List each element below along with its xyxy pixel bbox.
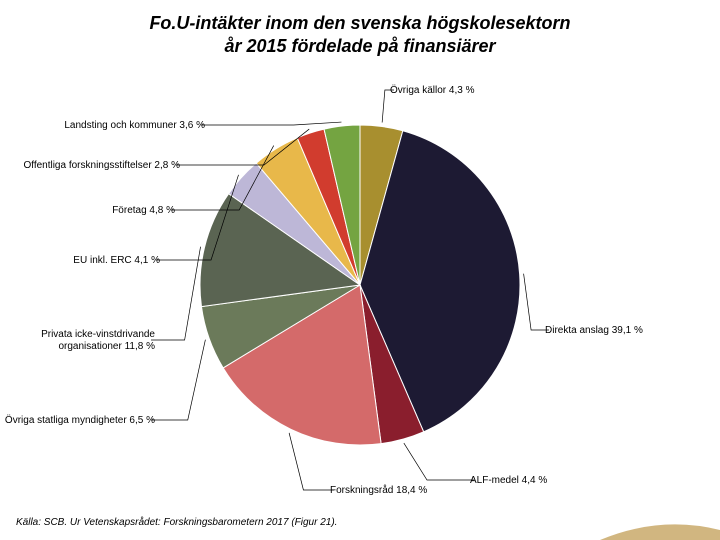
pie-chart: Övriga källor 4,3 % Direkta anslag 39,1 %… bbox=[0, 70, 720, 500]
label-alf_medel: ALF-medel 4,4 % bbox=[470, 475, 547, 486]
label-landsting: Landsting och kommuner 3,6 % bbox=[64, 120, 205, 131]
leader-landsting bbox=[201, 122, 341, 125]
title-line-2: år 2015 fördelade på finansiärer bbox=[224, 36, 495, 56]
label-offentliga_fs: Offentliga forskningsstiftelser 2,8 % bbox=[23, 160, 180, 171]
source-citation: Källa: SCB. Ur Vetenskapsrådet: Forsknin… bbox=[16, 517, 337, 528]
label-privata_icke: Privata icke-vinstdrivandeorganisationer… bbox=[41, 329, 155, 352]
footer-swoosh bbox=[600, 510, 720, 540]
title-line-1: Fo.U-intäkter inom den svenska högskoles… bbox=[149, 13, 570, 33]
leader-direkta_anslag bbox=[524, 274, 549, 330]
label-forskningsrad: Forskningsråd 18,4 % bbox=[330, 484, 427, 496]
label-foretag: Företag 4,8 % bbox=[112, 205, 175, 216]
label-eu_erc: EU inkl. ERC 4,1 % bbox=[73, 255, 160, 266]
chart-title: Fo.U-intäkter inom den svenska högskoles… bbox=[0, 12, 720, 57]
label-ovriga_kallor: Övriga källor 4,3 % bbox=[390, 84, 475, 96]
leader-ovriga_statliga bbox=[151, 340, 205, 420]
label-direkta_anslag: Direkta anslag 39,1 % bbox=[545, 325, 643, 336]
label-ovriga_statliga: Övriga statliga myndigheter 6,5 % bbox=[5, 414, 155, 426]
leader-alf_medel bbox=[404, 443, 474, 480]
